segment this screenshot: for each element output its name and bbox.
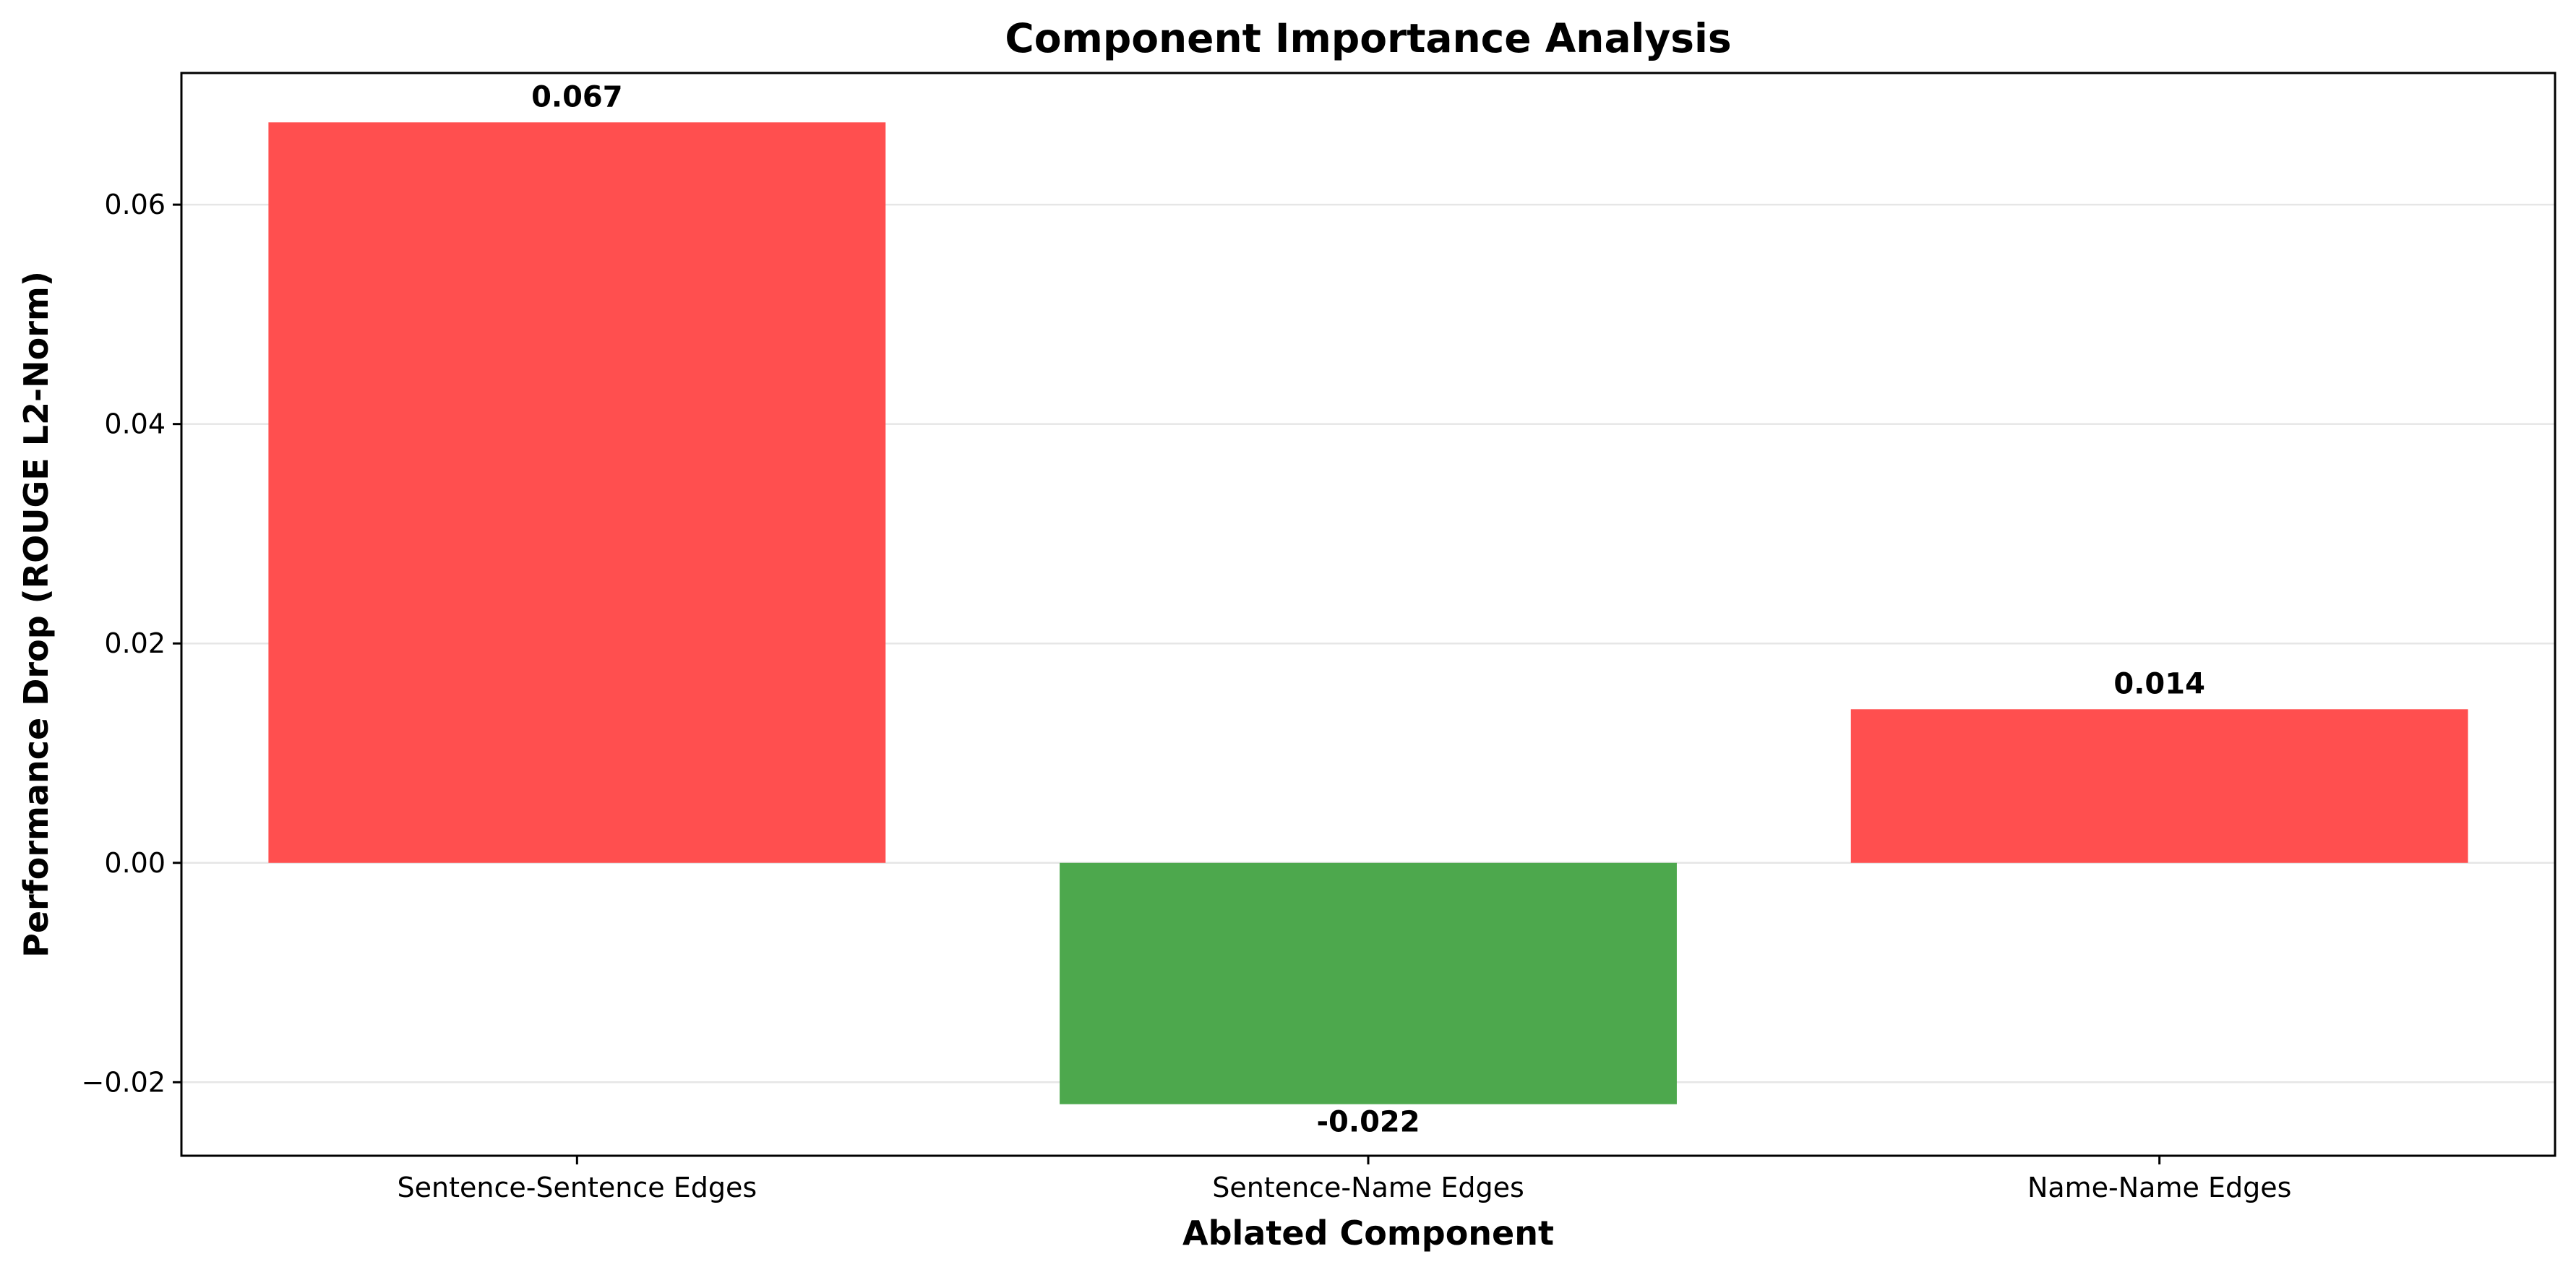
chart-title: Component Importance Analysis: [1005, 15, 1731, 61]
bar: [268, 122, 886, 863]
x-axis-label: Ablated Component: [1182, 1214, 1554, 1253]
bar-value-label: 0.014: [2113, 667, 2205, 700]
bars: [268, 122, 2468, 1104]
x-axis-ticks: Sentence-Sentence Edges Sentence-Name Edg…: [398, 1156, 2291, 1203]
x-tick-label: Name-Name Edges: [2027, 1172, 2291, 1203]
y-axis-label: Performance Drop (ROUGE L2-Norm): [17, 271, 56, 958]
data-labels: 0.067 -0.022 0.014: [531, 80, 2205, 1138]
y-tick-label: 0.00: [104, 847, 166, 879]
bar: [1060, 862, 1677, 1104]
y-tick-label: 0.02: [104, 627, 166, 659]
bar: [1850, 709, 2468, 863]
bar-value-label: 0.067: [531, 80, 623, 113]
x-tick-label: Sentence-Name Edges: [1212, 1172, 1524, 1203]
y-tick-label: −0.02: [82, 1066, 166, 1098]
x-tick-label: Sentence-Sentence Edges: [398, 1172, 757, 1203]
y-tick-label: 0.06: [104, 189, 166, 220]
y-tick-label: 0.04: [104, 408, 166, 440]
bar-value-label: -0.022: [1316, 1106, 1420, 1139]
y-axis-ticks: −0.02 0.00 0.02 0.04 0.06: [82, 189, 181, 1098]
